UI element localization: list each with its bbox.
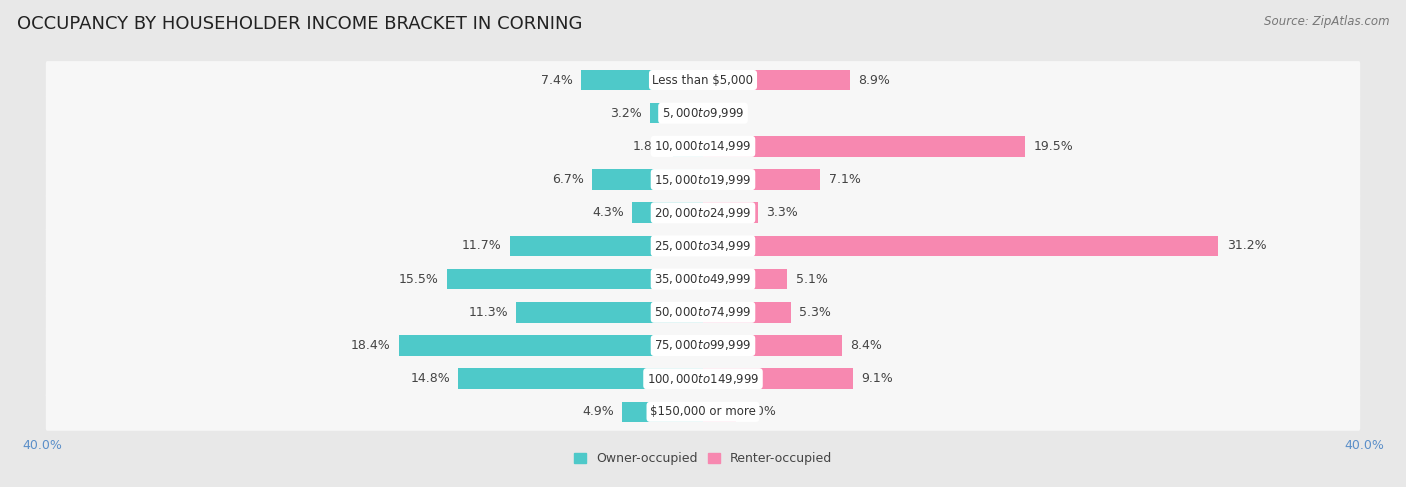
Text: 8.9%: 8.9% — [858, 74, 890, 87]
Text: 9.1%: 9.1% — [862, 372, 893, 385]
Bar — [703, 269, 787, 289]
Bar — [621, 402, 703, 422]
Bar — [703, 335, 842, 356]
Text: 14.8%: 14.8% — [411, 372, 450, 385]
Text: 11.3%: 11.3% — [468, 306, 508, 319]
FancyBboxPatch shape — [46, 161, 1360, 199]
FancyBboxPatch shape — [46, 393, 1360, 431]
Text: $150,000 or more: $150,000 or more — [650, 405, 756, 418]
Bar — [510, 236, 703, 256]
Bar — [703, 136, 1025, 157]
FancyBboxPatch shape — [46, 94, 1360, 132]
Text: 5.1%: 5.1% — [796, 273, 827, 285]
Text: $20,000 to $24,999: $20,000 to $24,999 — [654, 206, 752, 220]
Bar — [703, 368, 853, 389]
Text: 4.3%: 4.3% — [592, 206, 624, 219]
Text: 3.2%: 3.2% — [610, 107, 643, 120]
Text: $15,000 to $19,999: $15,000 to $19,999 — [654, 172, 752, 187]
FancyBboxPatch shape — [46, 61, 1360, 99]
Bar — [650, 103, 703, 124]
Text: OCCUPANCY BY HOUSEHOLDER INCOME BRACKET IN CORNING: OCCUPANCY BY HOUSEHOLDER INCOME BRACKET … — [17, 15, 582, 33]
Bar — [703, 236, 1219, 256]
Bar — [592, 169, 703, 190]
Text: 18.4%: 18.4% — [352, 339, 391, 352]
Text: 2.0%: 2.0% — [744, 405, 776, 418]
Text: Less than $5,000: Less than $5,000 — [652, 74, 754, 87]
Text: 8.4%: 8.4% — [851, 339, 882, 352]
Bar — [703, 302, 790, 322]
Bar — [631, 203, 703, 223]
Bar — [703, 402, 737, 422]
Text: 7.4%: 7.4% — [541, 74, 572, 87]
Bar — [458, 368, 703, 389]
Text: 1.8%: 1.8% — [633, 140, 665, 153]
Bar — [703, 169, 820, 190]
Text: $25,000 to $34,999: $25,000 to $34,999 — [654, 239, 752, 253]
Bar — [399, 335, 703, 356]
Text: $50,000 to $74,999: $50,000 to $74,999 — [654, 305, 752, 319]
FancyBboxPatch shape — [46, 260, 1360, 298]
Bar — [447, 269, 703, 289]
Text: 6.7%: 6.7% — [553, 173, 583, 186]
Bar — [673, 136, 703, 157]
Bar — [703, 203, 758, 223]
Text: 15.5%: 15.5% — [399, 273, 439, 285]
Text: 4.9%: 4.9% — [582, 405, 614, 418]
FancyBboxPatch shape — [46, 360, 1360, 397]
FancyBboxPatch shape — [46, 194, 1360, 232]
Text: 3.3%: 3.3% — [766, 206, 797, 219]
Text: $100,000 to $149,999: $100,000 to $149,999 — [647, 372, 759, 386]
Text: 11.7%: 11.7% — [461, 240, 502, 252]
FancyBboxPatch shape — [46, 293, 1360, 331]
Text: $35,000 to $49,999: $35,000 to $49,999 — [654, 272, 752, 286]
Text: 0.0%: 0.0% — [711, 107, 744, 120]
Text: $75,000 to $99,999: $75,000 to $99,999 — [654, 338, 752, 353]
Text: $5,000 to $9,999: $5,000 to $9,999 — [662, 106, 744, 120]
Text: $10,000 to $14,999: $10,000 to $14,999 — [654, 139, 752, 153]
Text: 31.2%: 31.2% — [1226, 240, 1267, 252]
FancyBboxPatch shape — [46, 128, 1360, 165]
Bar — [516, 302, 703, 322]
Text: Source: ZipAtlas.com: Source: ZipAtlas.com — [1264, 15, 1389, 28]
FancyBboxPatch shape — [46, 227, 1360, 265]
Legend: Owner-occupied, Renter-occupied: Owner-occupied, Renter-occupied — [568, 447, 838, 470]
Text: 5.3%: 5.3% — [799, 306, 831, 319]
FancyBboxPatch shape — [46, 327, 1360, 364]
Text: 7.1%: 7.1% — [828, 173, 860, 186]
Bar — [581, 70, 703, 90]
Bar — [703, 70, 851, 90]
Text: 19.5%: 19.5% — [1033, 140, 1073, 153]
